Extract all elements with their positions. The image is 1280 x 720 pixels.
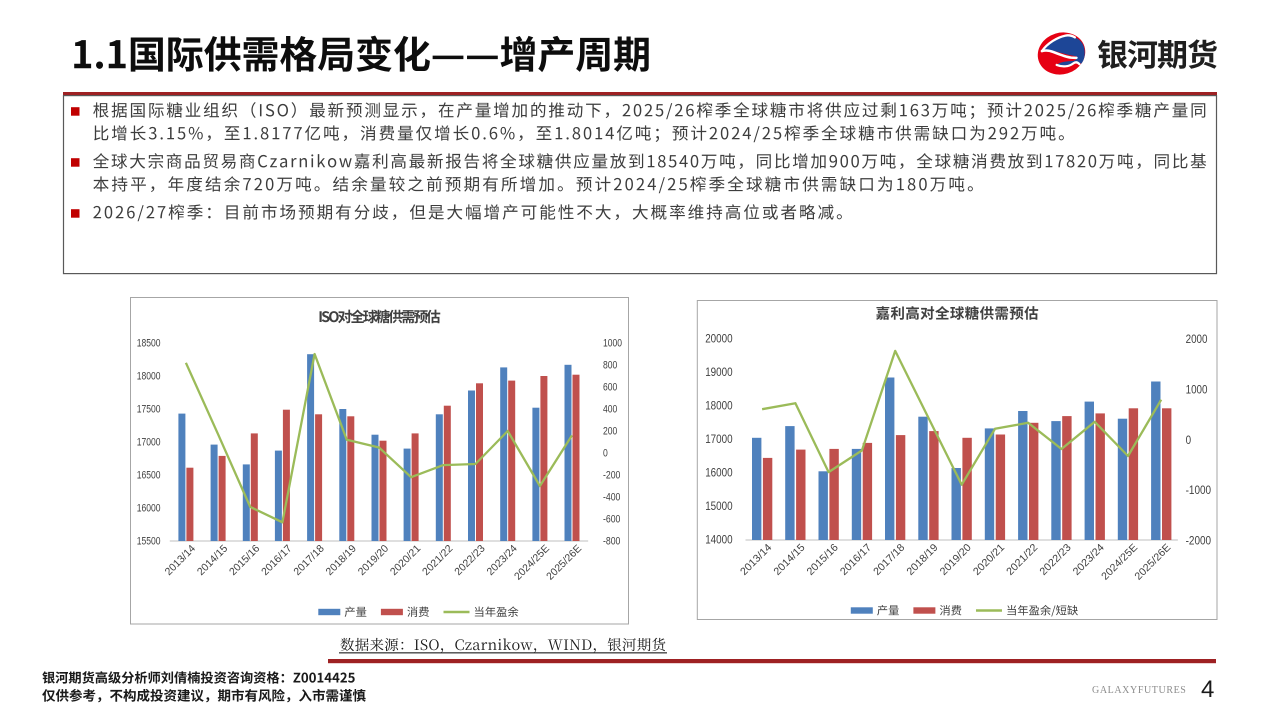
svg-text:-2000: -2000 [1186, 535, 1212, 547]
svg-text:1000: 1000 [603, 338, 622, 350]
svg-text:-600: -600 [603, 514, 620, 526]
svg-text:-200: -200 [603, 470, 620, 482]
svg-text:GALAXYFUTURES: GALAXYFUTURES [1092, 685, 1186, 696]
svg-text:800: 800 [603, 360, 617, 372]
svg-text:15500: 15500 [137, 536, 161, 548]
svg-text:20000: 20000 [705, 334, 732, 346]
svg-text:0: 0 [1186, 435, 1192, 447]
svg-text:16000: 16000 [705, 468, 732, 480]
svg-text:17500: 17500 [137, 404, 161, 416]
svg-text:19000: 19000 [705, 367, 732, 379]
svg-text:18000: 18000 [137, 371, 161, 383]
svg-text:16000: 16000 [137, 503, 161, 515]
svg-text:-400: -400 [603, 492, 620, 504]
svg-text:400: 400 [603, 404, 617, 416]
svg-text:17000: 17000 [705, 434, 732, 446]
svg-text:15000: 15000 [705, 501, 732, 513]
svg-text:-800: -800 [603, 536, 620, 548]
svg-text:1000: 1000 [1186, 385, 1208, 397]
svg-text:17000: 17000 [137, 437, 161, 449]
svg-text:4: 4 [1201, 676, 1214, 703]
svg-text:18500: 18500 [137, 338, 161, 350]
svg-text:18000: 18000 [705, 401, 732, 413]
svg-text:2000: 2000 [1186, 334, 1208, 346]
svg-text:16500: 16500 [137, 470, 161, 482]
svg-text:600: 600 [603, 382, 617, 394]
svg-text:-1000: -1000 [1186, 485, 1212, 497]
svg-text:200: 200 [603, 426, 617, 438]
svg-text:14000: 14000 [705, 534, 732, 546]
svg-text:0: 0 [603, 448, 608, 460]
